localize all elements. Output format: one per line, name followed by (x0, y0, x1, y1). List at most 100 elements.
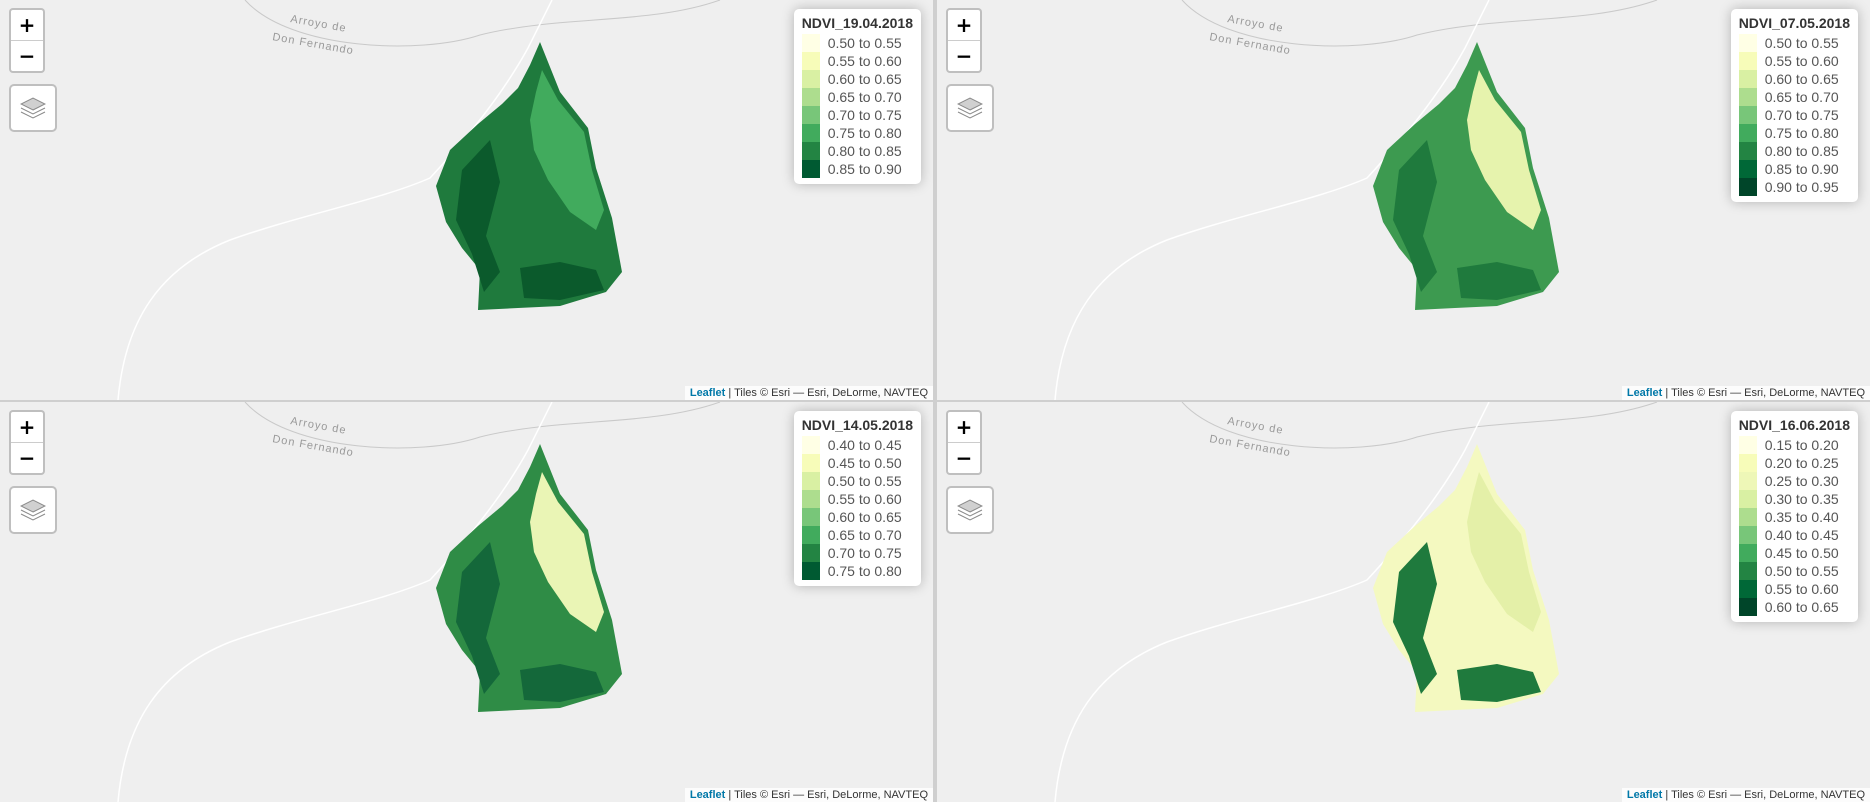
zoom-in-button[interactable]: + (18, 415, 36, 439)
legend-swatch (801, 124, 820, 142)
legend-swatch (801, 472, 820, 490)
zoom-out-button[interactable]: − (11, 40, 43, 71)
basemap-road (244, 402, 721, 449)
legend-label: 0.50 to 0.55 (827, 35, 902, 51)
map-panel-3[interactable]: Arroyo de Don Fernando + − NDVI_14.05.20… (0, 402, 933, 802)
layers-control-button[interactable] (9, 84, 57, 132)
legend-item: 0.65 to 0.70 (1738, 88, 1850, 106)
map-canvas[interactable]: Arroyo de Don Fernando (937, 0, 1870, 400)
legend-swatch (801, 436, 820, 454)
legend-swatch (1738, 178, 1757, 196)
legend-item: 0.60 to 0.65 (801, 70, 913, 88)
legend-title: NDVI_16.06.2018 (1738, 417, 1850, 433)
legend-item: 0.75 to 0.80 (801, 124, 913, 142)
legend: NDVI_19.04.2018 0.50 to 0.55 0.55 to 0.60… (793, 9, 921, 184)
zoom-control: + − (946, 8, 982, 73)
legend-label: 0.60 to 0.65 (827, 509, 902, 525)
zoom-in-button[interactable]: + (955, 415, 973, 439)
attribution-text: | Tiles © Esri — Esri, DeLorme, NAVTEQ (1662, 387, 1865, 399)
legend-swatch (1738, 436, 1757, 454)
zoom-control: + − (946, 410, 982, 475)
layers-icon (957, 97, 983, 119)
legend-swatch (801, 106, 820, 124)
leaflet-link[interactable]: Leaflet (1626, 789, 1663, 801)
legend-swatch (1738, 526, 1757, 544)
ndvi-raster (1373, 42, 1559, 310)
legend-label: 0.50 to 0.55 (827, 473, 902, 489)
legend-item: 0.15 to 0.20 (1738, 436, 1850, 454)
leaflet-link[interactable]: Leaflet (689, 789, 726, 801)
field-zone-light (530, 70, 604, 230)
legend-label: 0.15 to 0.20 (1764, 437, 1839, 453)
field-zone-dark (456, 140, 500, 292)
layers-control-button[interactable] (946, 84, 994, 132)
legend-item: 0.55 to 0.60 (1738, 52, 1850, 70)
legend-swatch (1738, 544, 1757, 562)
legend-label: 0.40 to 0.45 (827, 437, 902, 453)
legend-item: 0.90 to 0.95 (1738, 178, 1850, 196)
layers-control-button[interactable] (9, 486, 57, 534)
legend-swatch (1738, 160, 1757, 178)
place-label: Don Fernando (271, 433, 354, 459)
legend-item: 0.35 to 0.40 (1738, 508, 1850, 526)
basemap-road (1181, 402, 1658, 449)
legend-swatch (1738, 142, 1757, 160)
leaflet-link[interactable]: Leaflet (689, 387, 726, 399)
field-zone-dark (1457, 262, 1541, 300)
map-panel-4[interactable]: Arroyo de Don Fernando + − NDVI_16.06.20… (937, 402, 1870, 802)
legend-swatch (801, 562, 820, 580)
map-panel-2[interactable]: Arroyo de Don Fernando + − NDVI_07.05.20… (937, 0, 1870, 400)
legend-item: 0.85 to 0.90 (1738, 160, 1850, 178)
legend-label: 0.90 to 0.95 (1764, 179, 1839, 195)
legend-swatch (801, 454, 820, 472)
legend-label: 0.25 to 0.30 (1764, 473, 1839, 489)
legend-swatch (801, 160, 820, 178)
legend-item: 0.55 to 0.60 (1738, 580, 1850, 598)
leaflet-link[interactable]: Leaflet (1626, 387, 1663, 399)
legend-title: NDVI_19.04.2018 (801, 15, 913, 31)
horizontal-divider (0, 400, 1870, 402)
legend-label: 0.75 to 0.80 (827, 563, 902, 579)
legend-label: 0.55 to 0.60 (827, 491, 902, 507)
legend-label: 0.50 to 0.55 (1764, 563, 1839, 579)
ndvi-raster (436, 444, 622, 712)
legend-swatch (1738, 70, 1757, 88)
zoom-out-button[interactable]: − (948, 40, 980, 71)
legend-swatch (801, 70, 820, 88)
legend-swatch (1738, 106, 1757, 124)
attribution-text: | Tiles © Esri — Esri, DeLorme, NAVTEQ (725, 387, 928, 399)
legend-item: 0.50 to 0.55 (801, 472, 913, 490)
legend-title: NDVI_07.05.2018 (1738, 15, 1850, 31)
basemap-road (1054, 402, 1490, 802)
map-panel-1[interactable]: Arroyo de Don Fernando + − NDVI_19.04.20… (0, 0, 933, 400)
basemap-road (1181, 0, 1658, 47)
attribution: Leaflet | Tiles © Esri — Esri, DeLorme, … (684, 386, 933, 400)
map-canvas[interactable]: Arroyo de Don Fernando (0, 0, 933, 400)
zoom-in-button[interactable]: + (955, 13, 973, 37)
legend-item: 0.60 to 0.65 (801, 508, 913, 526)
layers-icon (957, 499, 983, 521)
zoom-out-button[interactable]: − (948, 442, 980, 473)
zoom-in-button[interactable]: + (18, 13, 36, 37)
basemap-road (244, 0, 721, 47)
legend-item: 0.25 to 0.30 (1738, 472, 1850, 490)
place-label: Don Fernando (1208, 433, 1291, 459)
legend-swatch (1738, 88, 1757, 106)
layers-icon (20, 499, 46, 521)
legend-item: 0.50 to 0.55 (1738, 34, 1850, 52)
map-canvas[interactable]: Arroyo de Don Fernando (0, 402, 933, 802)
legend-label: 0.20 to 0.25 (1764, 455, 1839, 471)
legend-label: 0.85 to 0.90 (1764, 161, 1839, 177)
legend-item: 0.55 to 0.60 (801, 490, 913, 508)
legend-label: 0.80 to 0.85 (827, 143, 902, 159)
legend-swatch (801, 52, 820, 70)
map-canvas[interactable]: Arroyo de Don Fernando (937, 402, 1870, 802)
legend-item: 0.80 to 0.85 (1738, 142, 1850, 160)
zoom-out-button[interactable]: − (11, 442, 43, 473)
legend-label: 0.55 to 0.60 (1764, 53, 1839, 69)
legend-item: 0.50 to 0.55 (1738, 562, 1850, 580)
legend-item: 0.45 to 0.50 (1738, 544, 1850, 562)
layers-control-button[interactable] (946, 486, 994, 534)
legend-swatch (801, 88, 820, 106)
